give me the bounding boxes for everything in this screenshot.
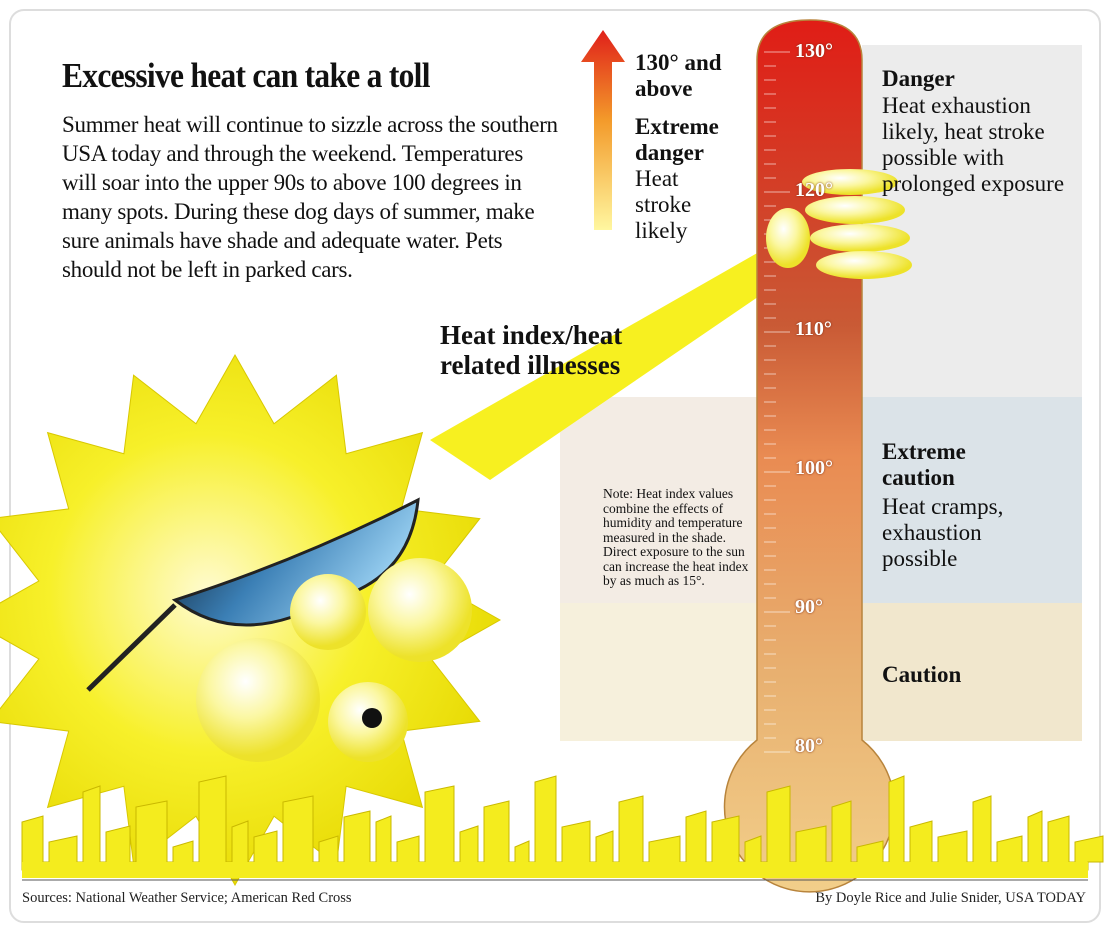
zone-level: Extreme caution — [882, 439, 966, 490]
credit: By Doyle Rice and Julie Snider, USA TODA… — [815, 890, 1086, 906]
sun-ray — [430, 240, 790, 480]
zone-effect: Heat cramps, exhaustion possible — [882, 494, 1004, 571]
note: Note: Heat index values combine the effe… — [603, 486, 749, 588]
zone-band — [560, 397, 760, 603]
sun-cheek — [368, 558, 472, 662]
sun-mouth — [362, 708, 382, 728]
skyline — [21, 775, 1104, 871]
arrow — [581, 30, 625, 230]
tick-label: 100° — [795, 457, 833, 479]
arrow-level: Extreme danger — [635, 114, 719, 165]
zone-level: Caution — [882, 662, 962, 687]
sources: Sources: National Weather Service; Ameri… — [22, 890, 352, 906]
tick-label: 80° — [795, 735, 823, 757]
coil — [766, 169, 912, 279]
extreme-caution-zone — [862, 397, 1082, 603]
arrow-range: 130° and above — [635, 50, 722, 101]
scale — [764, 51, 790, 753]
arrow-effect: Heat stroke likely — [635, 166, 692, 243]
zone-band — [560, 603, 760, 741]
title: Excessive heat can take a toll — [62, 56, 430, 95]
sunglasses — [171, 497, 420, 627]
tick-label: 120° — [795, 179, 833, 201]
ground — [22, 862, 1088, 878]
zone-level: Danger — [882, 66, 955, 91]
sun-cheek — [196, 638, 320, 762]
caution-zone — [862, 603, 1082, 741]
danger-zone — [862, 45, 1082, 397]
tick-label: 110° — [795, 318, 832, 340]
tick-label: 90° — [795, 596, 823, 618]
thermometer-label: Heat index/heat related illnesses — [440, 320, 623, 380]
sun-cheek — [290, 574, 366, 650]
sunglasses-arm — [86, 603, 177, 692]
zone-effect: Heat exhaustion likely, heat stroke poss… — [882, 93, 1065, 196]
intro: Summer heat will continue to sizzle acro… — [62, 112, 558, 282]
tick-label: 130° — [795, 40, 833, 62]
